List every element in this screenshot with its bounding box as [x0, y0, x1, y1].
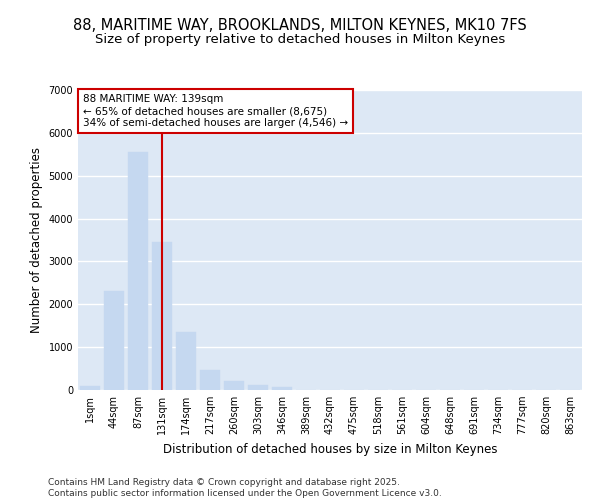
- Bar: [128, 152, 148, 390]
- Text: 88, MARITIME WAY, BROOKLANDS, MILTON KEYNES, MK10 7FS: 88, MARITIME WAY, BROOKLANDS, MILTON KEY…: [73, 18, 527, 32]
- Bar: [176, 332, 196, 390]
- Bar: [272, 388, 292, 390]
- Text: 88 MARITIME WAY: 139sqm
← 65% of detached houses are smaller (8,675)
34% of semi: 88 MARITIME WAY: 139sqm ← 65% of detache…: [83, 94, 348, 128]
- Text: Size of property relative to detached houses in Milton Keynes: Size of property relative to detached ho…: [95, 32, 505, 46]
- Bar: [248, 386, 268, 390]
- Y-axis label: Number of detached properties: Number of detached properties: [30, 147, 43, 333]
- Bar: [80, 386, 100, 390]
- Bar: [224, 381, 244, 390]
- Text: Contains HM Land Registry data © Crown copyright and database right 2025.
Contai: Contains HM Land Registry data © Crown c…: [48, 478, 442, 498]
- Bar: [152, 242, 172, 390]
- X-axis label: Distribution of detached houses by size in Milton Keynes: Distribution of detached houses by size …: [163, 442, 497, 456]
- Bar: [104, 292, 124, 390]
- Bar: [200, 370, 220, 390]
